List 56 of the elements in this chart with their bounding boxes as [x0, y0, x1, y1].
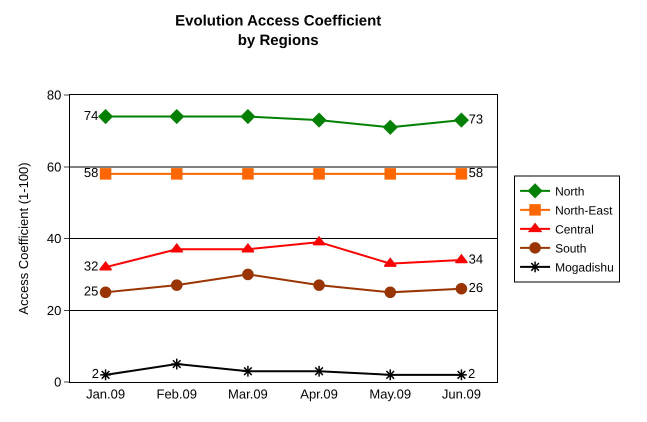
- y-tick-label: 0: [54, 374, 62, 390]
- y-tick-label: 80: [46, 88, 62, 103]
- point: [171, 279, 182, 291]
- point: [170, 244, 184, 253]
- data-label: 2: [92, 366, 99, 382]
- y-tick-label: 20: [46, 302, 62, 318]
- legend-label: North: [555, 184, 584, 199]
- y-tick-label: 40: [46, 231, 62, 246]
- data-label: 32: [84, 258, 98, 274]
- x-tick-label: May.09: [369, 386, 412, 402]
- point: [454, 254, 468, 264]
- data-label: 58: [84, 165, 98, 180]
- point: [384, 258, 397, 267]
- y-tick-label: 60: [46, 159, 62, 174]
- data-label: 73: [468, 111, 484, 126]
- data-label: 58: [468, 165, 484, 180]
- legend-label: South: [555, 242, 586, 256]
- x-tick-label: Mar.09: [228, 386, 268, 402]
- legend-label: Mogadishu: [555, 260, 614, 275]
- chart-title: Evolution Access Coefficient by Regions: [175, 12, 382, 49]
- point: [313, 279, 325, 291]
- x-tick-label: Jan.09: [86, 386, 126, 402]
- data-label: 34: [468, 251, 484, 266]
- point: [383, 120, 398, 135]
- point: [456, 282, 468, 294]
- point: [312, 112, 326, 128]
- point: [384, 286, 396, 298]
- point: [99, 261, 112, 270]
- point: [242, 268, 254, 280]
- point: [312, 236, 326, 246]
- data-label: 25: [84, 284, 98, 299]
- data-label: 26: [468, 280, 484, 295]
- point: [100, 286, 112, 298]
- point: [98, 109, 113, 124]
- point: [99, 368, 112, 381]
- point: [313, 168, 325, 180]
- point: [100, 168, 112, 180]
- y-axis-title: Access Coefficient (1-100): [16, 162, 31, 315]
- point: [242, 168, 254, 180]
- x-tick-label: Jun.09: [442, 386, 481, 402]
- point: [170, 109, 184, 124]
- legend-label: North-East: [555, 204, 614, 218]
- legend-label: Central: [555, 222, 594, 237]
- point: [384, 168, 396, 180]
- x-tick-label: Apr.09: [300, 386, 338, 402]
- data-label: 2: [468, 366, 476, 382]
- point: [384, 368, 396, 381]
- point: [241, 244, 254, 253]
- point: [170, 358, 183, 370]
- point: [455, 368, 468, 381]
- point: [456, 168, 468, 180]
- point: [240, 109, 256, 124]
- point: [454, 112, 469, 128]
- x-tick-label: Feb.09: [156, 386, 197, 402]
- data-label: 74: [84, 108, 98, 123]
- point: [171, 168, 182, 180]
